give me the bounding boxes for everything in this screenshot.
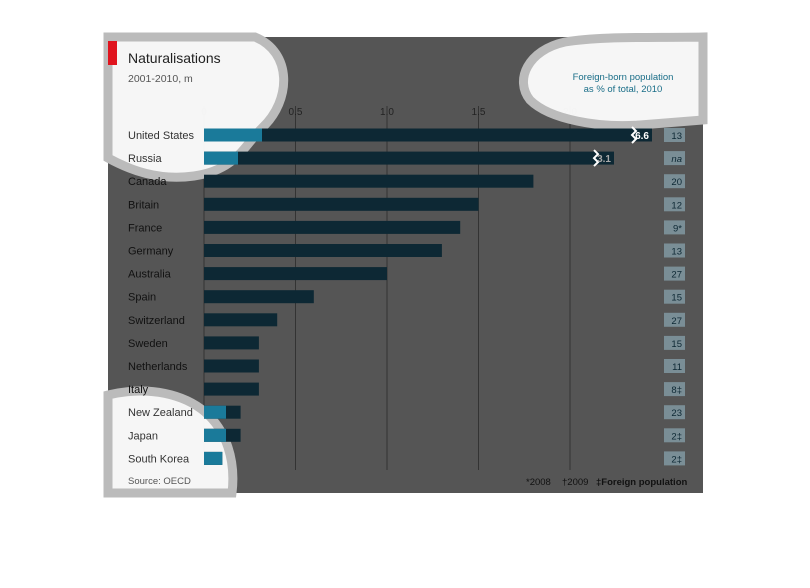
chart-title: Naturalisations [128,50,221,66]
bar [204,359,259,373]
foreign-born-box [664,428,685,443]
foreign-born-value: 20 [671,177,682,188]
foreign-born-box [664,335,685,350]
footnote-foreign-population: ‡Foreign population [596,477,687,488]
foreign-born-box [664,312,685,327]
bar [204,290,314,304]
category-label: South Korea [128,453,190,465]
bar-highlight [204,405,226,419]
foreign-born-value: 13 [671,247,682,258]
foreign-born-box [664,151,685,166]
foreign-born-value: 11 [672,362,682,373]
bar [204,174,534,188]
foreign-born-header-line-2: as % of total, 2010 [584,84,663,95]
bar [204,313,278,327]
axis-break-mark [592,149,600,167]
bar [204,244,442,257]
foreign-born-box [664,451,685,466]
category-label: Russia [128,153,163,165]
x-tick-label: 0.5 [289,107,303,118]
foreign-born-value: 13 [671,131,682,142]
category-label: Spain [128,292,156,304]
foreign-born-box [664,128,685,142]
foreign-born-value: na [671,154,682,165]
category-label: Netherlands [128,361,188,373]
bar-highlight [204,151,238,165]
bar-value-label: 6.6 [635,131,649,142]
category-label: United States [128,130,195,142]
foreign-born-box [664,220,685,235]
footnote-2008: *2008 [526,477,551,488]
category-label: Sweden [128,338,168,350]
category-label: New Zealand [128,407,193,419]
foreign-born-value: 15 [671,293,682,304]
chart-subtitle: 2001-2010, m [128,73,193,85]
foreign-born-box [664,405,685,420]
bar-value-label: 3.1 [597,154,611,165]
foreign-born-box [664,174,685,189]
bar [204,151,614,165]
category-label: Germany [128,246,174,258]
bar [204,336,259,350]
decorative-blob-top-right [519,32,708,131]
bar [204,382,259,396]
bar [204,197,479,211]
category-label: Australia [128,269,172,281]
foreign-born-value: 2‡ [671,431,682,442]
foreign-born-box [664,382,685,397]
category-label: Canada [128,176,167,188]
foreign-born-value: 15 [671,339,682,350]
foreign-born-value: 2‡ [671,454,682,465]
bar [204,128,652,142]
foreign-born-header-line-1: Foreign-born population [573,72,674,83]
bar-highlight [204,428,226,442]
bar-highlight [204,128,262,142]
foreign-born-box [664,243,685,258]
footnote-2009: †2009 [562,477,588,488]
x-tick-label: 1.0 [380,107,394,118]
foreign-born-value: 27 [671,270,682,281]
bar [204,220,461,234]
axis-break-mark [630,126,638,144]
foreign-born-value: 12 [671,200,682,211]
category-label: Britain [128,199,159,211]
decorative-blob-top-left [103,32,289,182]
foreign-born-box [664,359,685,373]
source-note: Source: OECD [128,476,191,487]
foreign-born-value: 27 [671,316,682,327]
category-label: Switzerland [128,315,185,327]
bar-highlight [204,451,223,465]
foreign-born-value: 9* [673,223,682,234]
category-label: Japan [128,430,158,442]
foreign-born-box [664,197,685,212]
accent-bar [108,41,117,65]
foreign-born-box [664,289,685,304]
x-tick-label: 1.5 [472,107,486,118]
category-label: Italy [128,384,149,396]
foreign-born-value: 8‡ [671,385,682,396]
foreign-born-box [664,266,685,281]
bar [204,267,387,281]
category-label: France [128,222,162,234]
foreign-born-value: 23 [671,408,682,419]
